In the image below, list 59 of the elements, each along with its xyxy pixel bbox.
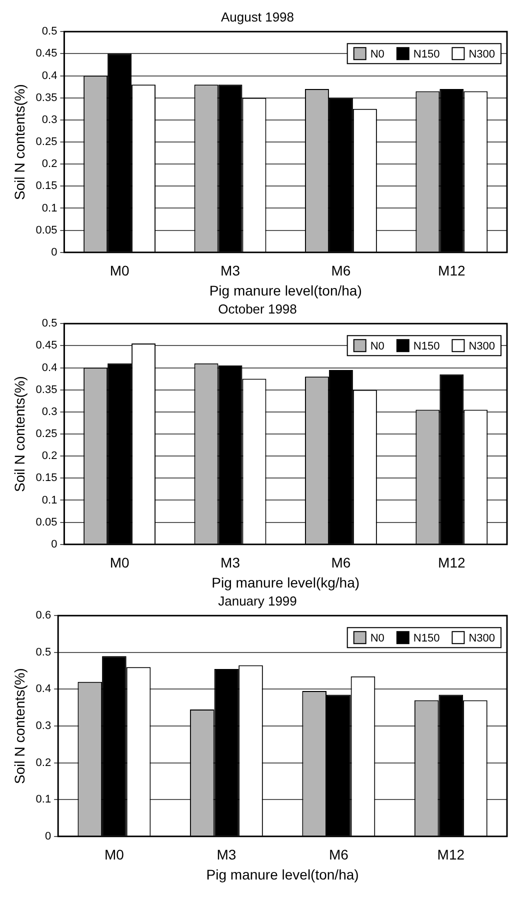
y-tick-label: 0.4 [42,70,58,82]
x-tick-label: M0 [110,554,130,571]
y-tick-label: 0.05 [36,224,58,236]
y-tick-label: 0.25 [36,136,58,148]
y-tick-label: 0 [44,830,52,842]
x-axis-title: Pig manure level(ton/ha) [206,866,359,882]
legend-label: N150 [413,48,440,61]
y-tick-label: 0.1 [36,794,52,806]
x-tick-label: M3 [220,554,240,571]
y-tick-label: 0.15 [36,472,58,484]
legend-label: N0 [370,48,384,61]
y-tick-label: 0.25 [36,428,58,440]
y-tick-label: 0.2 [42,158,58,170]
y-tick-label: 0.2 [36,756,52,769]
y-tick-label: 0.45 [36,48,58,60]
legend-label: N300 [468,632,495,645]
y-tick-label: 0.3 [42,114,58,126]
x-tick-label: M0 [110,262,130,279]
y-tick-label: 0.6 [36,610,52,622]
y-tick-label: 0.15 [36,180,58,192]
y-tick-label: 0.4 [42,362,58,374]
y-tick-label: 0.35 [36,384,58,396]
y-tick-label: 0.2 [42,450,58,462]
x-tick-label: M6 [328,846,349,863]
y-tick-label: 0.1 [42,494,58,506]
x-tick-label: M0 [104,846,124,863]
x-tick-label: M3 [220,262,240,279]
y-tick-label: 0.1 [42,202,58,214]
y-tick-label: 0.45 [36,340,58,352]
chart-title: January 1999 [218,593,297,608]
x-axis-title: Pig manure level(kg/ha) [212,574,360,590]
x-tick-label: M12 [438,262,466,279]
legend-label: N300 [468,340,495,353]
y-axis-title: Soil N contents(%) [11,84,28,200]
legend-label: N0 [370,632,384,645]
x-tick-label: M6 [331,262,351,279]
y-tick-label: 0.3 [42,406,58,418]
y-tick-label: 0.5 [42,26,58,38]
legend-label: N150 [413,340,440,353]
x-tick-label: M12 [437,846,465,863]
legend-label: N0 [370,340,384,353]
y-tick-label: 0.05 [36,516,58,528]
y-tick-label: 0 [51,246,58,258]
legend-label: N300 [468,48,495,61]
x-tick-label: M6 [331,554,351,571]
x-tick-label: M12 [438,554,466,571]
y-tick-label: 0.4 [36,683,52,696]
y-tick-label: 0 [51,538,58,550]
chart-title: October 1998 [218,301,297,316]
y-axis-title: Soil N contents(%) [11,668,28,784]
y-tick-label: 0.35 [36,92,58,104]
x-tick-label: M3 [216,846,236,863]
y-tick-label: 0.3 [36,720,52,732]
y-tick-label: 0.5 [42,318,58,330]
y-tick-label: 0.5 [36,646,52,658]
chart-title: August 1998 [220,9,294,24]
legend-label: N150 [413,632,440,645]
y-axis-title: Soil N contents(%) [11,376,28,492]
x-axis-title: Pig manure level(ton/ha) [209,282,362,298]
